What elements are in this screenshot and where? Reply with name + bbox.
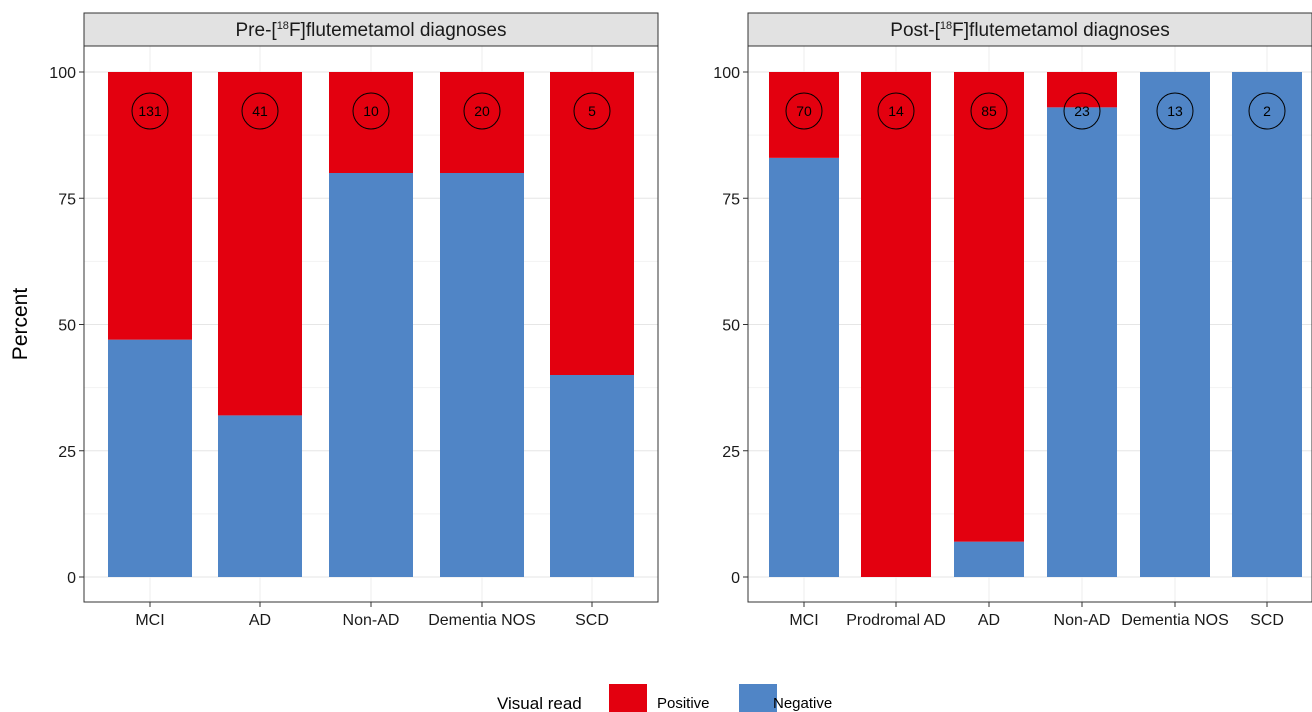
- count-circle: [463, 92, 501, 130]
- bar-negative-mci: [769, 157, 839, 577]
- panel-2: 70 MCI 14 Prodromal AD 85 AD 23 Non-AD 13 Dementi…: [713, 12, 1312, 629]
- count-circle: [241, 92, 279, 130]
- strip-title-superscript: 18: [940, 20, 952, 32]
- bar-negative-non-ad: [1047, 107, 1117, 577]
- y-tick-label: 25: [722, 444, 740, 461]
- legend-swatch-positive: [609, 684, 647, 712]
- strip-title-suffix: F]flutemetamol diagnoses: [289, 20, 507, 41]
- count-label-ad: 41: [252, 103, 268, 119]
- y-tick-label: 50: [722, 318, 740, 335]
- bar-negative-non-ad: [329, 173, 413, 577]
- strip-title-prefix: Post-[: [890, 20, 940, 41]
- bar-positive-ad: [954, 72, 1024, 542]
- count-circle: [970, 92, 1008, 130]
- x-tick-label-prodromal-ad: Prodromal AD: [846, 612, 946, 629]
- legend-swatch-negative: [739, 684, 777, 712]
- y-tick-label: 25: [58, 444, 76, 461]
- strip-title-superscript: 18: [277, 20, 289, 32]
- x-tick-label-ad: AD: [249, 612, 271, 629]
- count-circle: [573, 92, 611, 130]
- bar-positive-ad: [218, 72, 302, 416]
- bar-negative-ad: [954, 541, 1024, 577]
- y-tick-label: 0: [67, 570, 76, 587]
- strip-title-suffix: F]flutemetamol diagnoses: [952, 20, 1170, 41]
- bar-positive-dementia-nos: [440, 72, 524, 173]
- y-tick-label: 50: [58, 318, 76, 335]
- bar-positive-prodromal-ad: [861, 72, 931, 577]
- bar-negative-ad: [218, 415, 302, 577]
- facet-strip-title: Pre-[18F]flutemetamol diagnoses: [236, 20, 507, 41]
- x-tick-label-scd: SCD: [1250, 612, 1284, 629]
- count-circle: [877, 92, 915, 130]
- count-label-mci: 70: [796, 103, 812, 119]
- legend-label-positive: Positive: [657, 695, 710, 712]
- count-label-non-ad: 23: [1074, 103, 1090, 119]
- count-label-ad: 85: [981, 103, 997, 119]
- count-label-mci: 131: [138, 103, 162, 119]
- facet-strip: [83, 12, 659, 47]
- count-label-dementia-nos: 20: [474, 103, 490, 119]
- count-label-non-ad: 10: [363, 103, 379, 119]
- x-tick-label-ad: AD: [978, 612, 1000, 629]
- x-tick-label-mci: MCI: [789, 612, 818, 629]
- x-tick-label-dementia-nos: Dementia NOS: [428, 612, 536, 629]
- count-label-scd: 2: [1263, 103, 1271, 119]
- bar-negative-dementia-nos: [1140, 72, 1210, 577]
- y-tick-label: 100: [49, 65, 76, 82]
- count-label-dementia-nos: 13: [1167, 103, 1183, 119]
- strip-title-prefix: Pre-[: [236, 20, 278, 41]
- bar-negative-scd: [550, 375, 634, 577]
- bar-negative-scd: [1232, 72, 1302, 577]
- y-tick-label: 75: [58, 191, 76, 208]
- facet-strip: [747, 12, 1312, 47]
- count-circle: [131, 92, 169, 130]
- bar-positive-mci: [769, 72, 839, 158]
- x-tick-label-scd: SCD: [575, 612, 609, 629]
- bar-negative-mci: [108, 339, 192, 577]
- facet-strip-title: Post-[18F]flutemetamol diagnoses: [890, 20, 1169, 41]
- count-label-prodromal-ad: 14: [888, 103, 904, 119]
- bar-positive-non-ad: [329, 72, 413, 173]
- y-tick-label: 75: [722, 191, 740, 208]
- y-tick-label: 0: [731, 570, 740, 587]
- count-label-scd: 5: [588, 103, 596, 119]
- x-tick-label-dementia-nos: Dementia NOS: [1121, 612, 1229, 629]
- count-circle: [1156, 92, 1194, 130]
- count-circle: [1063, 92, 1101, 130]
- count-circle: [1248, 92, 1286, 130]
- bar-positive-mci: [108, 72, 192, 340]
- bar-positive-scd: [550, 72, 634, 375]
- y-tick-label: 100: [713, 65, 740, 82]
- legend: Visual read Positive Negative: [497, 684, 832, 712]
- panel-1: 131 MCI 41 AD 10 Non-AD 20 Dementia NOS 5 SCD 0 25 5…: [49, 12, 659, 629]
- x-tick-label-non-ad: Non-AD: [1054, 612, 1111, 629]
- count-circle: [352, 92, 390, 130]
- x-tick-label-mci: MCI: [135, 612, 164, 629]
- legend-label-negative: Negative: [773, 695, 832, 712]
- count-circle: [785, 92, 823, 130]
- y-axis-label: Percent: [9, 288, 32, 361]
- legend-title: Visual read: [497, 694, 582, 712]
- bar-negative-dementia-nos: [440, 173, 524, 577]
- bar-positive-non-ad: [1047, 72, 1117, 108]
- x-tick-label-non-ad: Non-AD: [343, 612, 400, 629]
